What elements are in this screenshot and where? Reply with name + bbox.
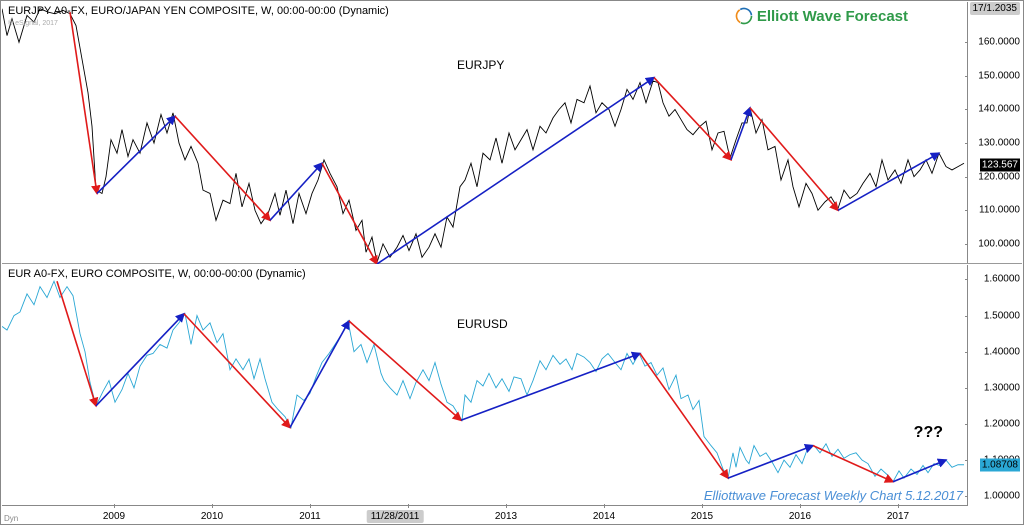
question-marks: ??? xyxy=(914,424,943,442)
title-eurusd: EUR A0-FX, EURO COMPOSITE, W, 00:00-00:0… xyxy=(8,268,306,280)
brand-logo-icon xyxy=(735,7,753,25)
x-axis: Dyn 2009201020112013201420152016201711/2… xyxy=(2,505,968,524)
plot-area-eurusd: EUR A0-FX, EURO COMPOSITE, W, 00:00-00:0… xyxy=(2,265,968,507)
brand: Elliott Wave Forecast xyxy=(735,7,908,25)
title-eurjpy: EURJPY A0-FX, EURO/JAPAN YEN COMPOSITE, … xyxy=(8,5,389,17)
brand-text: Elliott Wave Forecast xyxy=(757,8,908,25)
y-axis-eurusd: 1.000001.100001.200001.300001.400001.500… xyxy=(967,265,1022,507)
price-top-box: 17/1.2035 xyxy=(970,2,1021,15)
panel-eurjpy: EURJPY A0-FX, EURO/JAPAN YEN COMPOSITE, … xyxy=(2,2,1022,264)
watermark-text: Elliottwave Forecast Weekly Chart 5.12.2… xyxy=(704,488,963,503)
chart-container: EURJPY A0-FX, EURO/JAPAN YEN COMPOSITE, … xyxy=(0,0,1024,525)
panel-eurusd: EUR A0-FX, EURO COMPOSITE, W, 00:00-00:0… xyxy=(2,265,1022,507)
copyright-text: © eSignal, 2017 xyxy=(8,20,58,27)
symbol-label-eurusd: EURUSD xyxy=(457,317,508,331)
y-axis-eurjpy: 17/1.2035 100.0000110.0000120.0000130.00… xyxy=(967,2,1022,263)
x-axis-small-label: Dyn xyxy=(4,514,18,523)
plot-area-eurjpy: EURJPY A0-FX, EURO/JAPAN YEN COMPOSITE, … xyxy=(2,2,968,263)
symbol-label-eurjpy: EURJPY xyxy=(457,58,504,72)
